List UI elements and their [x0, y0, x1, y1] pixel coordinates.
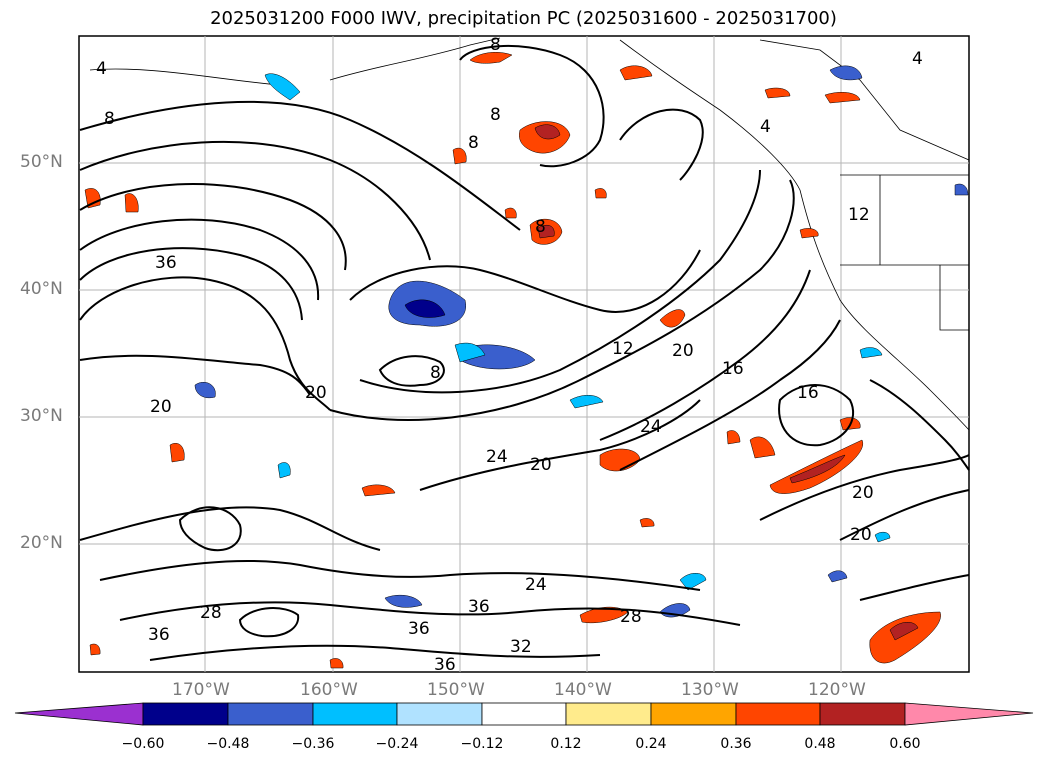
- colorbar-bin: [142, 702, 229, 726]
- contour-label: 20: [672, 341, 694, 361]
- colorbar-tick: 0.12: [550, 736, 582, 752]
- contour-label: 8: [490, 105, 501, 125]
- contour-label: 12: [848, 205, 870, 225]
- contour-label: 12: [612, 339, 634, 359]
- contour-label: 32: [510, 637, 532, 657]
- colorbar-tick: 0.48: [804, 736, 836, 752]
- colorbar-bin: [312, 702, 398, 726]
- contour-label: 36: [468, 597, 490, 617]
- contour-label: 16: [797, 383, 819, 403]
- contour-label: 8: [468, 133, 479, 153]
- contour-labels: 4 4 4 8 8 8 8 8 8 12 12 16 16 20 20 20 2…: [96, 35, 923, 675]
- precip-shading: [84, 52, 969, 669]
- colorbar-bin: [819, 702, 906, 726]
- colorbar-tick: −0.24: [375, 736, 419, 752]
- contour-label: 28: [620, 607, 642, 627]
- colorbar-bin: [565, 702, 652, 726]
- lon-label: 140°W: [554, 680, 612, 700]
- contour-label: 16: [722, 359, 744, 379]
- lat-label: 50°N: [20, 152, 63, 172]
- colorbar-tick: 0.36: [720, 736, 752, 752]
- contour-label: 20: [305, 383, 327, 403]
- contour-label: 20: [850, 525, 872, 545]
- contour-label: 8: [104, 109, 115, 129]
- colorbar-tick: −0.12: [460, 736, 504, 752]
- colorbar-bin: [396, 702, 483, 726]
- lat-label: 20°N: [20, 533, 63, 553]
- colorbar-tick: −0.48: [206, 736, 250, 752]
- contour-label: 36: [434, 655, 456, 675]
- contour-label: 4: [760, 117, 771, 137]
- colorbar-bin: [650, 702, 737, 726]
- contour-label: 20: [530, 455, 552, 475]
- contour-label: 8: [430, 363, 441, 383]
- contour-label: 20: [852, 483, 874, 503]
- map-title: 2025031200 F000 IWV, precipitation PC (2…: [210, 8, 837, 29]
- colorbar-tick: −0.60: [121, 736, 165, 752]
- contour-label: 36: [155, 253, 177, 273]
- contour-label: 4: [912, 49, 923, 69]
- contour-label: 28: [200, 603, 222, 623]
- contour-label: 24: [525, 575, 547, 595]
- lat-label: 40°N: [20, 279, 63, 299]
- coastlines: [89, 37, 970, 431]
- contour-label: 36: [148, 625, 170, 645]
- colorbar-bin: [481, 702, 567, 726]
- lat-label: 30°N: [20, 406, 63, 426]
- colorbar-extend-high: [904, 702, 1034, 726]
- contour-label: 4: [96, 59, 107, 79]
- colorbar-bin: [735, 702, 821, 726]
- colorbar-tick: −0.36: [291, 736, 335, 752]
- contour-label: 8: [490, 35, 501, 55]
- colorbar-tick: 0.24: [635, 736, 667, 752]
- lon-label: 120°W: [808, 680, 866, 700]
- colorbar-tick: 0.60: [889, 736, 921, 752]
- contour-label: 36: [408, 619, 430, 639]
- lon-label: 160°W: [300, 680, 358, 700]
- lon-label: 130°W: [681, 680, 739, 700]
- contour-label: 24: [486, 447, 508, 467]
- contour-label: 20: [150, 397, 172, 417]
- lon-label: 150°W: [427, 680, 485, 700]
- iwv-contours: [79, 45, 970, 661]
- contour-label: 8: [535, 217, 546, 237]
- colorbar-bin: [227, 702, 314, 726]
- colorbar: [14, 702, 1034, 726]
- lon-label: 170°W: [172, 680, 230, 700]
- contour-label: 24: [640, 417, 662, 437]
- colorbar-extend-low: [14, 702, 144, 726]
